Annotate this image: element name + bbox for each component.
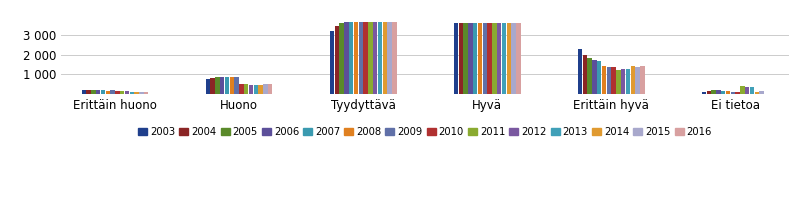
Bar xyxy=(701,92,705,94)
Bar xyxy=(730,92,734,94)
Bar xyxy=(587,58,591,94)
Bar xyxy=(334,26,339,94)
Bar xyxy=(249,85,253,94)
Bar xyxy=(610,67,615,94)
Bar xyxy=(720,91,724,94)
Bar xyxy=(744,87,748,94)
Bar xyxy=(100,91,105,94)
Bar xyxy=(344,22,348,94)
Bar xyxy=(339,23,344,94)
Bar xyxy=(225,77,229,94)
Bar xyxy=(597,61,601,94)
Bar xyxy=(496,22,501,94)
Bar xyxy=(506,22,511,94)
Bar xyxy=(735,92,739,94)
Bar xyxy=(458,22,463,94)
Bar xyxy=(601,66,605,94)
Bar xyxy=(120,91,124,94)
Bar xyxy=(144,92,149,94)
Bar xyxy=(358,22,362,94)
Bar xyxy=(115,91,120,94)
Bar xyxy=(725,91,729,94)
Bar xyxy=(715,90,719,94)
Bar xyxy=(605,67,610,94)
Bar xyxy=(254,85,258,94)
Bar xyxy=(230,77,234,94)
Bar xyxy=(387,22,391,94)
Bar xyxy=(239,84,243,94)
Bar xyxy=(129,92,134,94)
Bar xyxy=(349,22,353,94)
Bar xyxy=(511,22,515,94)
Bar xyxy=(615,70,620,94)
Bar xyxy=(620,69,625,94)
Bar xyxy=(463,22,467,94)
Bar xyxy=(363,22,367,94)
Bar xyxy=(711,90,715,94)
Bar xyxy=(258,85,263,94)
Bar xyxy=(516,23,520,94)
Bar xyxy=(577,49,581,94)
Bar xyxy=(382,22,386,94)
Bar xyxy=(329,31,334,94)
Bar xyxy=(82,90,86,94)
Bar xyxy=(105,91,110,94)
Bar xyxy=(134,92,139,94)
Bar xyxy=(625,69,630,94)
Bar xyxy=(91,89,96,94)
Bar xyxy=(377,22,381,94)
Bar xyxy=(263,84,267,94)
Bar xyxy=(353,22,357,94)
Bar xyxy=(220,77,224,94)
Bar xyxy=(124,91,129,94)
Bar xyxy=(477,22,482,94)
Legend: 2003, 2004, 2005, 2006, 2007, 2008, 2009, 2010, 2011, 2012, 2013, 2014, 2015, 20: 2003, 2004, 2005, 2006, 2007, 2008, 2009… xyxy=(134,123,715,141)
Bar xyxy=(749,87,753,94)
Bar xyxy=(453,22,458,94)
Bar xyxy=(491,22,496,94)
Bar xyxy=(215,77,219,94)
Bar xyxy=(501,22,506,94)
Bar xyxy=(373,22,377,94)
Bar xyxy=(244,84,248,94)
Bar xyxy=(86,90,91,94)
Bar xyxy=(267,84,272,94)
Bar xyxy=(740,86,744,94)
Bar xyxy=(139,92,144,94)
Bar xyxy=(706,91,710,94)
Bar xyxy=(639,66,644,94)
Bar xyxy=(754,92,758,94)
Bar xyxy=(472,22,477,94)
Bar xyxy=(210,78,214,94)
Bar xyxy=(206,79,210,94)
Bar xyxy=(634,67,639,94)
Bar xyxy=(392,22,396,94)
Bar xyxy=(110,90,115,94)
Bar xyxy=(482,22,487,94)
Bar xyxy=(467,22,472,94)
Bar xyxy=(487,22,491,94)
Bar xyxy=(582,55,586,94)
Bar xyxy=(630,66,634,94)
Bar xyxy=(759,91,763,94)
Bar xyxy=(368,22,372,94)
Bar xyxy=(96,90,100,94)
Bar xyxy=(234,77,238,94)
Bar xyxy=(592,60,596,94)
